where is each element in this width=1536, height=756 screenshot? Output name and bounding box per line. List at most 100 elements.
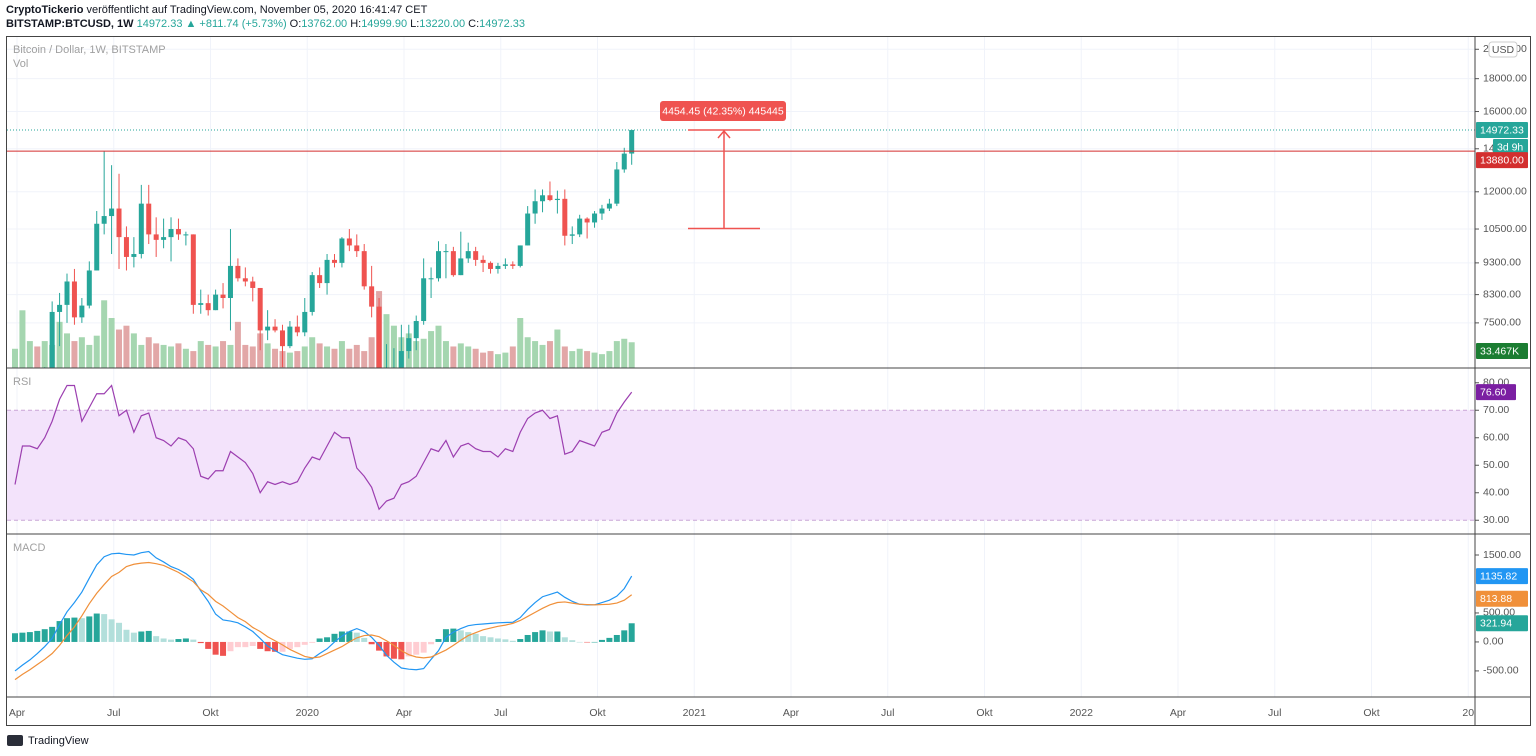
histogram-bar xyxy=(279,641,286,652)
ohlc-value: 14972.33 xyxy=(479,18,526,30)
published: veröffentlicht auf TradingView.com, Nove… xyxy=(86,4,428,16)
candle-body xyxy=(317,275,323,284)
histogram-bar xyxy=(309,641,316,643)
volume-bar xyxy=(546,341,553,368)
volume-bar xyxy=(227,344,234,368)
y-tick-label: 18000.00 xyxy=(1483,72,1527,84)
volume-bar xyxy=(472,348,479,368)
logo xyxy=(7,735,23,746)
level-text: 13880.00 xyxy=(1480,154,1524,166)
histogram-bar xyxy=(153,636,160,642)
volume-bar xyxy=(383,314,390,368)
x-tick-label: Apr xyxy=(396,707,413,719)
histogram-bar xyxy=(554,631,561,642)
candle-body xyxy=(257,287,263,331)
histogram-bar xyxy=(561,637,568,642)
candle-body xyxy=(465,251,471,259)
y-tick-label: 70.00 xyxy=(1483,404,1509,416)
histogram-bar xyxy=(138,631,145,642)
candle-body xyxy=(391,390,396,391)
volume-bar xyxy=(584,351,591,368)
candle-body xyxy=(473,251,479,260)
volume-bar xyxy=(368,337,375,368)
y-tick-label: 9300.00 xyxy=(1483,257,1521,269)
histogram-bar xyxy=(331,633,338,642)
histogram-bar xyxy=(145,630,152,642)
volume-bar xyxy=(338,341,345,368)
price-plot xyxy=(12,129,635,391)
candle-body xyxy=(294,326,300,333)
volume-bar xyxy=(64,333,71,368)
volume-bar xyxy=(517,318,524,368)
volume-bar xyxy=(361,351,368,368)
histogram-bar xyxy=(108,619,115,642)
histogram-bar xyxy=(487,637,494,642)
candle-body xyxy=(116,208,122,238)
candle-body xyxy=(554,198,560,201)
volume-bar xyxy=(301,346,308,368)
candle-body xyxy=(57,304,63,312)
histogram-bar xyxy=(205,641,212,649)
volume-bar xyxy=(182,348,189,368)
measure-label: 4454.45 (42.35%) 445445 xyxy=(662,105,784,117)
candle-body xyxy=(279,330,285,347)
macd-last-box xyxy=(1476,590,1528,607)
ohlc-value: 13220.00 xyxy=(419,18,466,30)
candle-body xyxy=(175,229,181,235)
candle-body xyxy=(190,234,196,305)
histogram-bar xyxy=(116,622,123,642)
histogram-bar xyxy=(598,639,605,642)
volume-bar xyxy=(145,337,152,368)
volume-bar xyxy=(346,348,353,368)
candle-body xyxy=(146,203,152,235)
volume-bar xyxy=(465,346,472,368)
volume-bar xyxy=(93,335,100,368)
y-tick-label: 1500.00 xyxy=(1483,549,1521,561)
volume-bar xyxy=(101,300,108,368)
rsi-last-box xyxy=(1476,384,1516,401)
volume-bar xyxy=(628,342,635,368)
candle-body xyxy=(547,195,553,201)
histogram-bar xyxy=(613,634,620,642)
volume-bar xyxy=(457,343,464,368)
y-tick-label: 7500.00 xyxy=(1483,317,1521,329)
x-tick-label: Okt xyxy=(589,707,605,719)
level-box xyxy=(1476,152,1528,169)
y-tick-label: 50.00 xyxy=(1483,459,1509,471)
volume-bar xyxy=(272,348,279,368)
histogram-bar xyxy=(49,626,56,642)
candle-body xyxy=(168,229,174,238)
x-tick-label: Apr xyxy=(1170,707,1187,719)
volume-bar xyxy=(26,341,33,368)
histogram-bar xyxy=(405,641,412,657)
histogram-bar xyxy=(472,633,479,642)
histogram-bar xyxy=(509,640,516,642)
y-tick-label: 10500.00 xyxy=(1483,223,1527,235)
candle-body xyxy=(205,303,211,311)
histogram-bar xyxy=(86,616,93,642)
candle-body xyxy=(436,251,442,279)
x-tick-label: Jul xyxy=(1268,707,1281,719)
volume-bar xyxy=(168,346,175,368)
candle-body xyxy=(577,218,583,235)
ohlc-key: L: xyxy=(410,18,420,30)
histogram-bar xyxy=(242,641,249,648)
candle-body xyxy=(540,195,546,202)
candle-body xyxy=(94,223,100,271)
y-tick-label: 16000.00 xyxy=(1483,105,1527,117)
histogram-bar xyxy=(591,641,598,643)
ohlc-key: O: xyxy=(289,18,302,30)
histogram-bar xyxy=(197,641,204,644)
histogram-bar xyxy=(175,639,182,642)
histogram-bar xyxy=(546,631,553,642)
candle-body xyxy=(421,278,427,322)
rsi-band xyxy=(7,410,1475,521)
volume-bar xyxy=(494,354,501,368)
symbol: BITSTAMP:BTCUSD, 1W xyxy=(6,18,134,30)
ohlc-key: H: xyxy=(350,18,362,30)
volume-bar xyxy=(509,346,516,368)
candle-body xyxy=(369,286,375,307)
volume-bar xyxy=(294,351,301,368)
header-line: CryptoTickerio veröffentlicht auf Tradin… xyxy=(6,3,528,17)
